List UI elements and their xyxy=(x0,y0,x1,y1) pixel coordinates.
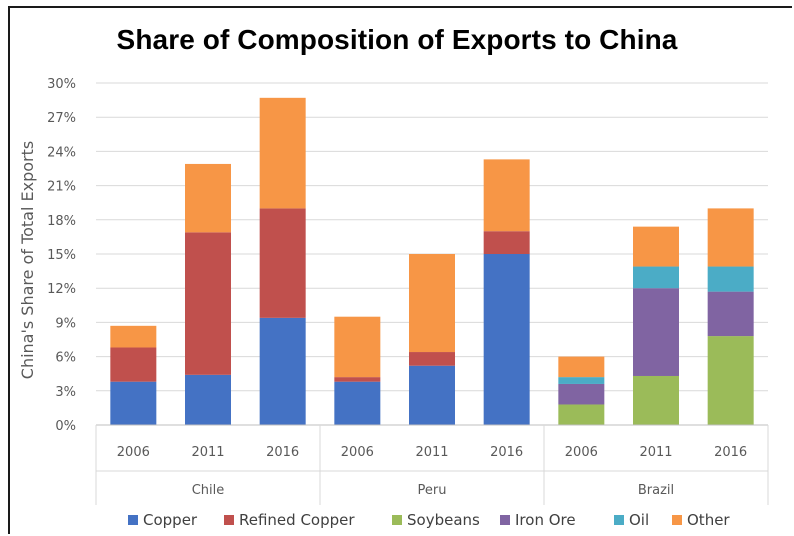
bar-segment xyxy=(633,288,679,376)
legend-label: Refined Copper xyxy=(239,511,355,529)
legend-swatch xyxy=(128,515,138,525)
x-tick-label: 2006 xyxy=(117,445,150,460)
legend-label: Soybeans xyxy=(407,511,480,529)
legend-label: Other xyxy=(687,511,730,529)
bar-segment xyxy=(707,266,754,292)
bar-segment xyxy=(409,365,455,425)
bar-segment xyxy=(259,208,306,318)
y-tick-label: 24% xyxy=(47,145,76,160)
legend-swatch xyxy=(392,515,402,525)
bar-segment xyxy=(558,383,605,405)
x-tick-label: 2006 xyxy=(565,445,598,460)
bar-segment xyxy=(483,254,530,425)
x-tick-label: 2006 xyxy=(341,445,374,460)
x-tick-label: 2011 xyxy=(191,445,224,460)
y-tick-label: 0% xyxy=(55,419,76,434)
bar-segment xyxy=(558,404,605,425)
y-tick-label: 6% xyxy=(55,351,76,366)
y-tick-label: 18% xyxy=(47,214,76,229)
x-tick-label: 2016 xyxy=(266,445,299,460)
legend-swatch xyxy=(614,515,624,525)
bar-segment xyxy=(633,226,679,267)
chart-title: Share of Composition of Exports to China xyxy=(116,24,678,55)
legend-label: Iron Ore xyxy=(515,511,576,529)
x-tick-label: 2016 xyxy=(714,445,747,460)
bar-segment xyxy=(110,325,157,348)
bar-segment xyxy=(334,381,381,425)
y-axis-label: China's Share of Total Exports xyxy=(18,141,37,379)
x-tick-label: 2011 xyxy=(415,445,448,460)
bar-segment xyxy=(334,377,381,382)
legend-label: Copper xyxy=(143,511,198,529)
bar-segment xyxy=(110,381,157,425)
bar-segment xyxy=(633,266,679,289)
bar-segment xyxy=(334,316,381,378)
bar-segment xyxy=(110,347,157,382)
bar-segment xyxy=(707,208,754,267)
y-tick-label: 21% xyxy=(47,180,76,195)
bar-segment xyxy=(409,254,455,353)
x-group-label: Chile xyxy=(192,483,225,498)
bar-segment xyxy=(185,232,231,375)
bar-segment xyxy=(707,336,754,425)
bar-segment xyxy=(409,352,455,366)
bars xyxy=(110,97,754,425)
x-tick-label: 2016 xyxy=(490,445,523,460)
x-tick-label: 2011 xyxy=(639,445,672,460)
bar-segment xyxy=(633,375,679,425)
y-tick-label: 9% xyxy=(55,316,76,331)
bar-segment xyxy=(259,97,306,209)
bar-segment xyxy=(483,159,530,232)
y-tick-label: 30% xyxy=(47,77,76,92)
bar-segment xyxy=(707,291,754,337)
legend-swatch xyxy=(500,515,510,525)
legend: Copper Refined Copper Soybeans Iron Ore Oil O… xyxy=(128,511,730,529)
y-tick-label: 27% xyxy=(47,111,76,126)
legend-swatch xyxy=(672,515,682,525)
y-tick-label: 3% xyxy=(55,385,76,400)
legend-label: Oil xyxy=(629,511,649,529)
bar-segment xyxy=(483,231,530,254)
chart-frame xyxy=(8,6,792,534)
x-group-label: Brazil xyxy=(638,483,674,498)
bar-segment xyxy=(558,356,605,378)
x-group-label: Peru xyxy=(418,483,447,498)
legend-swatch xyxy=(224,515,234,525)
bar-segment xyxy=(185,163,231,233)
bar-segment xyxy=(259,317,306,425)
bar-segment xyxy=(558,377,605,384)
bar-segment xyxy=(185,374,231,425)
y-axis-tick-labels: 0% 3% 6% 9% 12% 15% 18% 21% 24% 27% 30% xyxy=(47,77,76,434)
y-tick-label: 12% xyxy=(47,282,76,297)
y-tick-label: 15% xyxy=(47,248,76,263)
x-axis: 2006 2011 2016 Chile 2006 2011 2016 Peru 2006 201… xyxy=(95,424,769,505)
